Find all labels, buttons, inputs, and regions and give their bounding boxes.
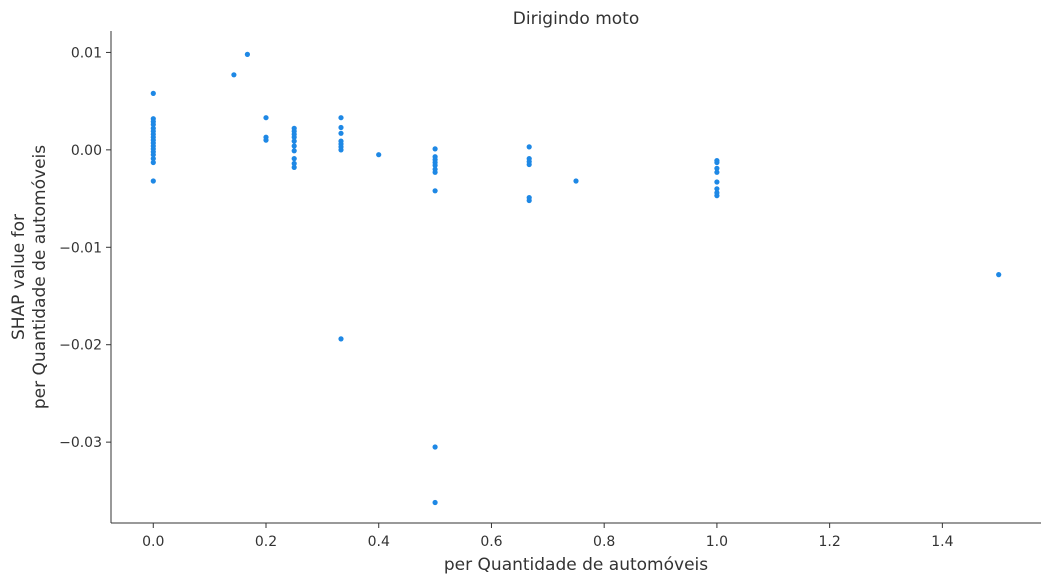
data-point	[231, 72, 237, 78]
data-point	[263, 137, 269, 143]
x-tick-label: 1.0	[706, 534, 728, 550]
data-point	[714, 186, 720, 192]
data-point	[432, 162, 438, 168]
x-tick-label: 1.4	[931, 534, 953, 550]
data-point	[338, 336, 344, 342]
data-point	[291, 164, 297, 170]
data-point	[150, 152, 156, 158]
y-tick-label: 0.00	[71, 143, 102, 159]
data-point	[526, 161, 532, 168]
y-axis-title-line-2: per Quantidade de automóveis	[30, 145, 50, 409]
x-tick-label: 1.2	[819, 534, 841, 550]
data-point	[338, 130, 344, 136]
data-point	[338, 147, 344, 153]
data-point	[714, 159, 720, 166]
data-point	[291, 156, 297, 162]
y-tick-label: −0.02	[59, 338, 102, 354]
y-tick-label: 0.01	[71, 45, 102, 61]
data-point	[150, 159, 156, 166]
data-point	[526, 197, 532, 204]
points-layer	[150, 51, 1002, 506]
data-point	[244, 51, 250, 58]
y-ticks-layer: 0.01 0.00 −0.01 −0.02 −0.03	[59, 45, 111, 451]
data-point	[291, 138, 297, 144]
x-ticks-layer: 0.0 0.2 0.4 0.6 0.8 1.0 1.2 1.4	[142, 523, 954, 550]
data-point	[338, 124, 344, 131]
data-point	[996, 272, 1002, 278]
data-point	[291, 143, 297, 149]
data-point	[432, 188, 438, 194]
data-point	[432, 499, 438, 506]
data-point	[714, 193, 720, 199]
x-tick-label: 0.8	[593, 534, 615, 550]
x-tick-label: 0.6	[480, 534, 502, 550]
x-tick-label: 0.0	[142, 534, 164, 550]
data-point	[432, 444, 438, 450]
data-point	[376, 152, 382, 158]
data-point	[150, 178, 156, 184]
data-point	[714, 169, 720, 175]
data-point	[291, 134, 297, 140]
x-axis-title: per Quantidade de automóveis	[444, 555, 708, 575]
data-point	[291, 148, 297, 154]
x-tick-label: 0.2	[255, 534, 277, 550]
data-point	[150, 156, 156, 162]
data-point	[714, 179, 720, 185]
data-point	[526, 144, 532, 150]
y-axis-title-line-1: SHAP value for	[9, 214, 29, 340]
y-tick-label: −0.03	[59, 435, 102, 451]
data-point	[291, 160, 297, 167]
data-point	[263, 115, 269, 121]
data-point	[150, 90, 156, 96]
x-tick-label: 0.4	[368, 534, 390, 550]
y-tick-label: −0.01	[59, 240, 102, 256]
chart-title: Dirigindo moto	[513, 9, 639, 29]
data-point	[573, 178, 579, 184]
data-point	[432, 169, 438, 175]
data-point	[714, 165, 720, 171]
data-point	[432, 146, 438, 152]
data-point	[338, 115, 344, 121]
data-point	[150, 121, 156, 128]
